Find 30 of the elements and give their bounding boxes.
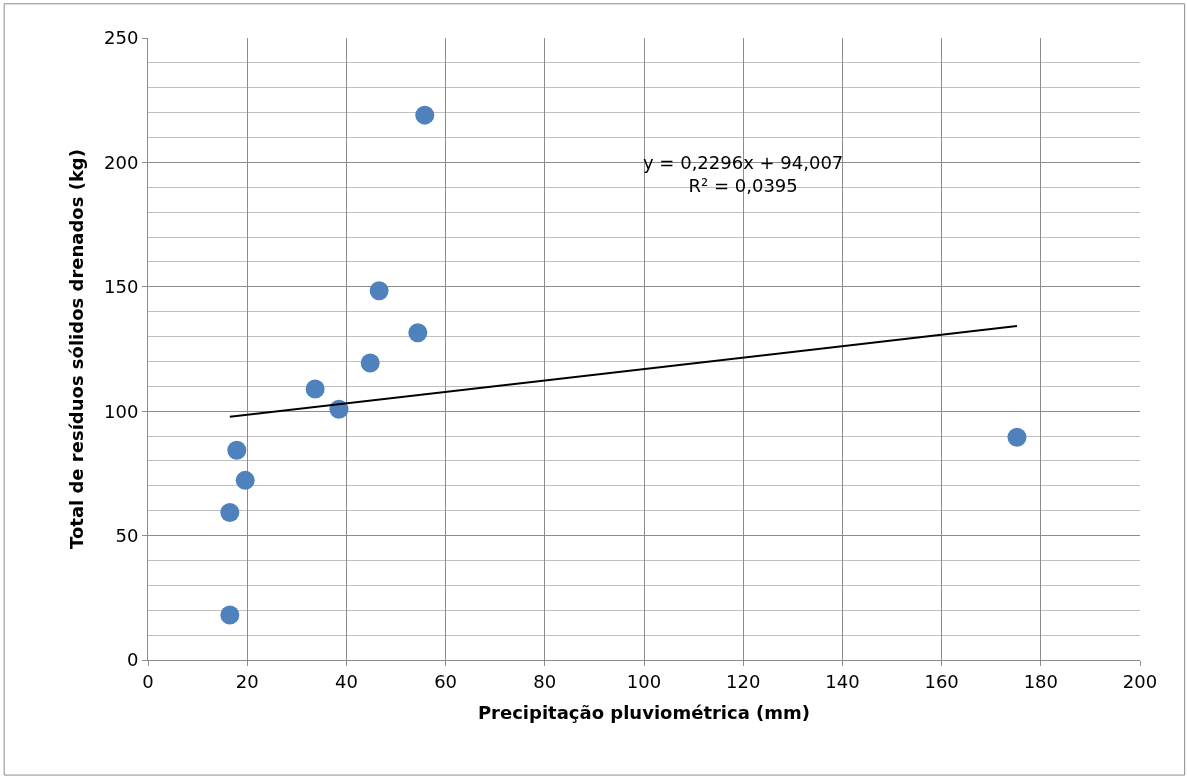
point [227, 440, 247, 460]
point [1007, 427, 1027, 447]
y-axis-title: Total de resíduos sólidos drenados (kg) [66, 149, 88, 549]
point [369, 281, 389, 301]
point [220, 605, 240, 625]
x-tick-label: 140 [825, 670, 860, 692]
x-tick-label: 0 [142, 670, 154, 692]
x-tick-label: 40 [334, 670, 358, 692]
x-tick-label: 20 [235, 670, 259, 692]
x-tick-label: 160 [924, 670, 959, 692]
point [220, 502, 240, 522]
point [415, 105, 435, 125]
point [360, 353, 380, 373]
x-axis-title: Precipitação pluviométrica (mm) [477, 701, 811, 723]
x-tick-label: 60 [434, 670, 458, 692]
x-tick-label: 120 [726, 670, 761, 692]
x-tick-label: 80 [533, 670, 557, 692]
y-tick-label: 0 [126, 649, 139, 671]
y-tick-label: 150 [104, 276, 139, 298]
point [235, 470, 255, 490]
point [408, 323, 428, 343]
y-tick-label: 200 [104, 151, 139, 173]
y-tick-label: 250 [104, 27, 139, 49]
point [305, 379, 325, 399]
y-tick-label: 50 [115, 524, 139, 546]
y-tick-label: 100 [104, 400, 139, 422]
x-tick-label: 100 [626, 670, 662, 692]
annotation: y = 0,2296x + 94,007 R² = 0,0395 [643, 152, 844, 197]
x-tick-label: 200 [1122, 670, 1158, 692]
x-tick-label: 180 [1023, 670, 1058, 692]
